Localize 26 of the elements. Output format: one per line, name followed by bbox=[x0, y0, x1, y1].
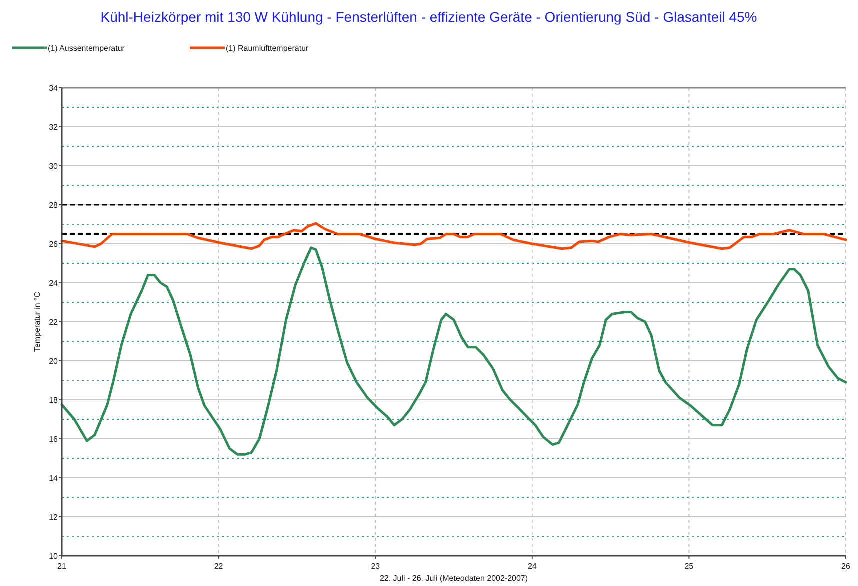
y-tick-label: 26 bbox=[49, 240, 59, 249]
y-tick-label: 22 bbox=[49, 318, 59, 327]
x-tick-label: 26 bbox=[842, 562, 851, 571]
legend-label: (1) Raumlufttemperatur bbox=[226, 44, 310, 53]
x-tick-label: 22 bbox=[214, 562, 224, 571]
x-axis-title: 22. Juli - 26. Juli (Meteodaten 2002-2007) bbox=[380, 574, 528, 583]
y-tick-label: 28 bbox=[49, 201, 59, 210]
chart-title: Kühl-Heizkörper mit 130 W Kühlung - Fensterlüften - effiziente Geräte - Orientierung Süd - Glasanteil 45% bbox=[100, 9, 758, 25]
line-series bbox=[60, 246, 848, 456]
y-tick-label: 34 bbox=[49, 84, 59, 93]
y-tick-label: 18 bbox=[49, 396, 59, 405]
y-tick-label: 10 bbox=[49, 552, 59, 561]
x-tick-label: 24 bbox=[528, 562, 538, 571]
legend-label: (1) Aussentemperatur bbox=[48, 44, 126, 53]
y-tick-label: 16 bbox=[49, 435, 59, 444]
y-tick-label: 12 bbox=[49, 513, 59, 522]
x-tick-label: 21 bbox=[58, 562, 67, 571]
y-tick-label: 32 bbox=[49, 123, 59, 132]
y-tick-label: 30 bbox=[49, 162, 59, 171]
x-tick-label: 23 bbox=[371, 562, 381, 571]
line-series bbox=[60, 222, 848, 250]
y-tick-label: 24 bbox=[49, 279, 59, 288]
y-tick-label: 14 bbox=[49, 474, 59, 483]
y-tick-label: 20 bbox=[49, 357, 59, 366]
x-tick-label: 25 bbox=[684, 562, 694, 571]
y-axis-title: Temperatur in °C bbox=[33, 292, 42, 352]
